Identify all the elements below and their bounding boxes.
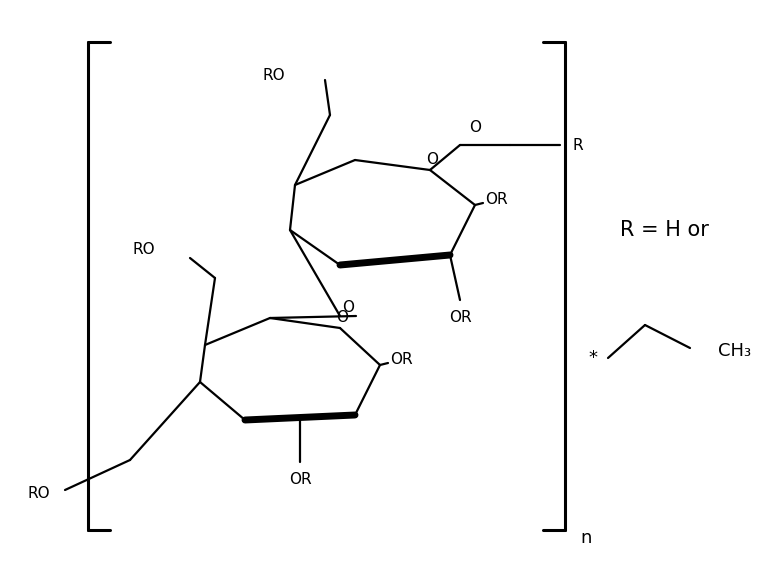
Text: RO: RO [28,486,50,500]
Text: R: R [572,137,583,153]
Text: OR: OR [289,471,311,487]
Text: O: O [342,300,354,316]
Text: O: O [469,120,481,136]
Text: O: O [336,311,348,325]
Text: *: * [588,349,598,367]
Text: n: n [580,529,591,547]
Text: RO: RO [263,67,285,83]
Text: OR: OR [485,193,507,207]
Text: R = H or: R = H or [620,220,709,240]
Text: RO: RO [132,242,155,258]
Text: O: O [426,153,438,168]
Text: OR: OR [390,352,413,368]
Text: OR: OR [449,310,471,324]
Text: CH₃: CH₃ [718,342,751,360]
